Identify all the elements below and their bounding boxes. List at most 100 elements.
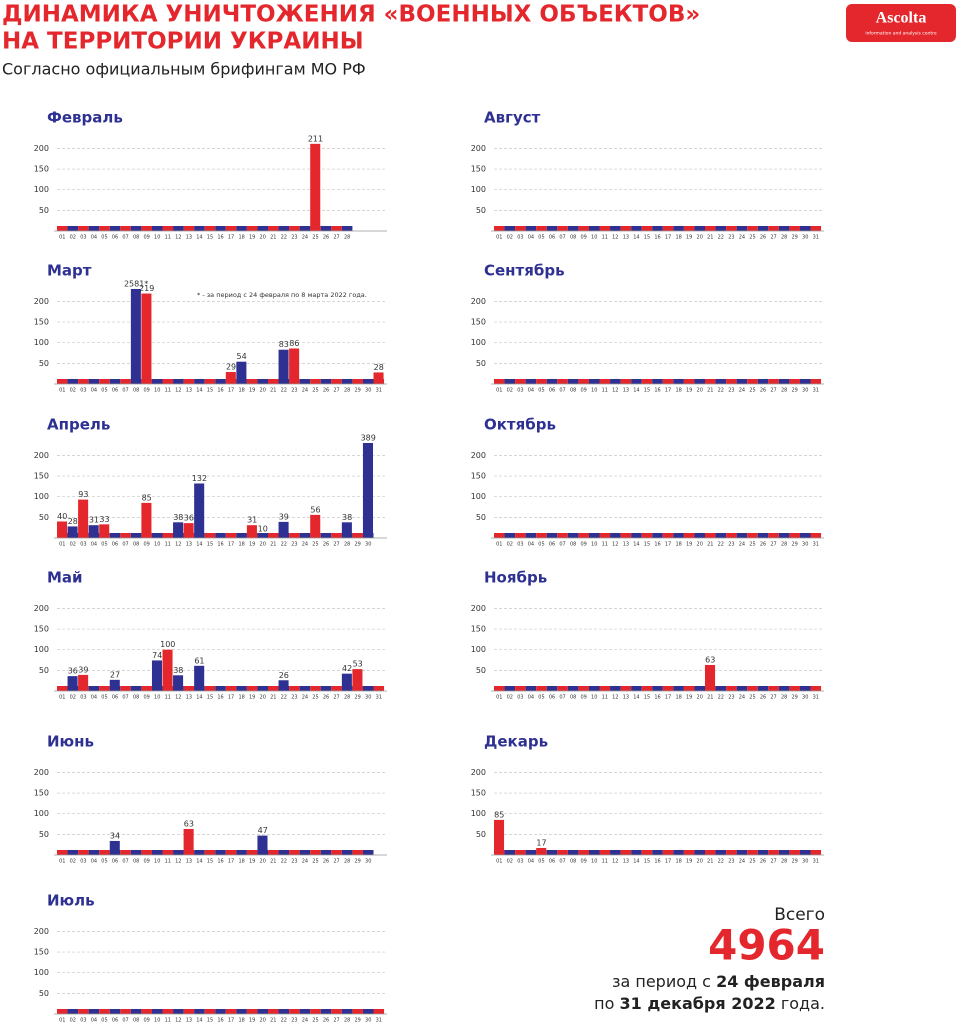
- y-tick-label: 50: [476, 206, 486, 215]
- x-tick-label: 06: [112, 1018, 118, 1024]
- x-tick-label: 12: [175, 235, 181, 241]
- bar: [362, 443, 373, 538]
- baseline-strip: [183, 850, 195, 855]
- baseline-strip: [715, 379, 727, 384]
- baseline-strip: [57, 1009, 68, 1014]
- x-tick-label: 21: [707, 542, 713, 548]
- bar: [57, 521, 68, 538]
- x-tick-label: 16: [654, 542, 660, 548]
- value-label: 38: [173, 666, 183, 675]
- x-tick-label: 25: [312, 235, 318, 241]
- x-tick-label: 28: [781, 235, 787, 241]
- baseline-strip: [183, 226, 195, 231]
- x-tick-label: 27: [333, 695, 339, 701]
- baseline-strip: [726, 379, 737, 384]
- baseline-strip: [99, 226, 110, 231]
- x-tick-label: 10: [154, 1018, 160, 1024]
- baseline-strip: [120, 226, 131, 231]
- baseline-strip: [736, 686, 748, 691]
- baseline-strip: [515, 226, 526, 231]
- baseline-strip: [641, 379, 653, 384]
- baseline-strip: [204, 850, 216, 855]
- baseline-strip: [225, 686, 237, 691]
- x-tick-label: 23: [728, 235, 734, 241]
- baseline-strip: [747, 850, 758, 855]
- x-tick-label: 05: [101, 388, 107, 394]
- x-tick-label: 29: [791, 388, 797, 394]
- x-tick-label: 23: [291, 235, 297, 241]
- x-tick-label: 24: [302, 695, 308, 701]
- baseline-strip: [352, 686, 363, 691]
- baseline-strip: [789, 379, 800, 384]
- x-tick-label: 20: [260, 695, 266, 701]
- baseline-strip: [726, 850, 737, 855]
- x-tick-label: 05: [101, 859, 107, 865]
- baseline-strip: [525, 850, 537, 855]
- baseline-strip: [652, 686, 663, 691]
- baseline-strip: [694, 379, 705, 384]
- baseline-strip: [257, 686, 268, 691]
- bars: [130, 289, 384, 384]
- baseline-strip: [120, 850, 131, 855]
- x-tick-label: 24: [302, 859, 308, 865]
- baseline-strip: [620, 379, 632, 384]
- baseline-strip: [289, 226, 300, 231]
- baseline-strip: [789, 686, 800, 691]
- x-tick-label: 31: [813, 542, 819, 548]
- y-tick-label: 150: [34, 625, 49, 634]
- x-tick-label: 15: [207, 859, 213, 865]
- value-label: 38: [342, 513, 352, 522]
- x-tick-label: 03: [517, 859, 523, 865]
- x-tick-label: 15: [207, 542, 213, 548]
- baseline-strip: [173, 850, 184, 855]
- x-tick-label: 16: [217, 235, 223, 241]
- baseline-strip: [683, 686, 695, 691]
- baseline-strip: [799, 533, 811, 538]
- x-tick-label: 27: [770, 235, 776, 241]
- chart-title: Октябрь: [484, 416, 556, 434]
- baseline-strip: [620, 533, 632, 538]
- y-tick-label: 150: [34, 472, 49, 481]
- x-tick-label: 17: [228, 695, 234, 701]
- x-tick-label: 12: [612, 235, 618, 241]
- x-tick-label: 06: [549, 542, 555, 548]
- x-tick-label: 14: [633, 859, 639, 865]
- x-tick-label: 05: [538, 859, 544, 865]
- baseline-strip: [736, 379, 748, 384]
- y-tick-label: 100: [34, 338, 49, 347]
- y-tick-label: 50: [476, 359, 486, 368]
- baseline-strip: [151, 226, 163, 231]
- y-tick-label: 50: [39, 989, 49, 998]
- x-tick-label: 01: [59, 388, 65, 394]
- value-label: 74: [152, 651, 162, 660]
- baseline-strip: [494, 686, 505, 691]
- x-tick-label: 27: [770, 695, 776, 701]
- baseline-strip: [515, 379, 526, 384]
- baseline-strip: [257, 533, 268, 538]
- baseline-strip: [662, 533, 674, 538]
- y-tick-label: 200: [34, 927, 49, 936]
- logo-name: Ascolta: [876, 10, 927, 27]
- y-tick-label: 100: [34, 492, 49, 501]
- baseline-strip: [141, 686, 152, 691]
- x-tick-label: 18: [675, 859, 681, 865]
- baseline-strip: [705, 379, 716, 384]
- x-tick-label: 27: [770, 859, 776, 865]
- baseline-strip: [289, 850, 300, 855]
- baseline-strip: [757, 379, 769, 384]
- x-tick-label: 08: [133, 1018, 139, 1024]
- baseline-strip: [299, 686, 311, 691]
- x-tick-label: 08: [133, 388, 139, 394]
- x-tick-label: 14: [196, 695, 202, 701]
- x-tick-label: 17: [665, 859, 671, 865]
- bar: [130, 289, 141, 384]
- x-tick-label: 13: [186, 859, 192, 865]
- baseline-strip: [310, 1009, 321, 1014]
- x-tick-label: 31: [813, 695, 819, 701]
- x-tick-label: 04: [91, 695, 97, 701]
- x-tick-label: 02: [507, 542, 513, 548]
- chart-title: Сентябрь: [484, 262, 565, 280]
- x-tick-label: 08: [133, 542, 139, 548]
- x-tick-label: 13: [623, 695, 629, 701]
